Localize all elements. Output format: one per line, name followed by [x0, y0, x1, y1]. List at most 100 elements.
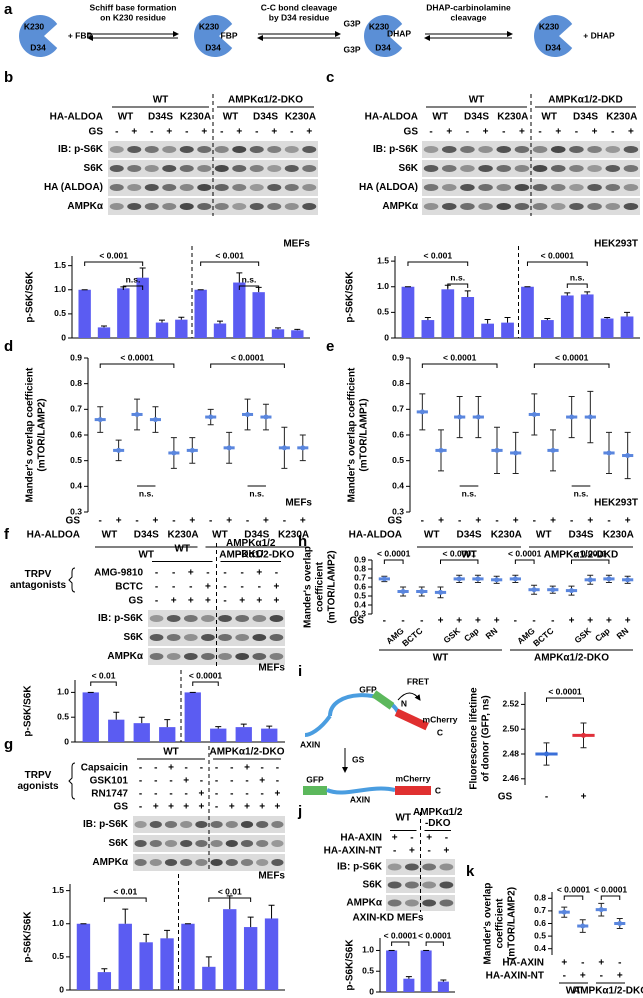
row-cell: +: [598, 958, 604, 969]
error-bar: [139, 267, 146, 278]
bar: [403, 978, 415, 992]
blot-band: [478, 146, 493, 153]
ligand: + FBP: [68, 30, 93, 40]
blot-band: [232, 165, 247, 172]
panel-letter: j: [297, 803, 302, 820]
blot-band: [240, 859, 254, 866]
blot-band: [127, 203, 142, 210]
bracket: [383, 559, 404, 564]
row-cell: -: [230, 789, 233, 800]
bar: [235, 727, 252, 742]
row-cell: +: [438, 616, 444, 627]
row-cell: -: [275, 568, 278, 579]
row-cell: -: [410, 833, 413, 844]
blot-band: [225, 840, 238, 847]
row-cell: D34S: [244, 530, 269, 541]
diagram-label: GFP: [306, 774, 324, 784]
blot-band: [256, 821, 269, 828]
residue: K230: [539, 21, 560, 31]
y-axis-label: p-S6K/S6K: [345, 939, 356, 991]
blot-band: [302, 165, 317, 172]
row-cell: -: [185, 763, 188, 774]
blot-band: [387, 881, 402, 889]
blot-band: [201, 615, 215, 622]
axin-n-domain: [394, 708, 429, 731]
row-cell: +: [201, 127, 207, 138]
blot-band: [478, 203, 493, 210]
blot-band: [256, 859, 269, 866]
bar: [136, 277, 149, 338]
x-axis-label: GS: [498, 792, 513, 803]
row-cell: -: [209, 516, 212, 527]
row-cell: -: [466, 127, 469, 138]
bar: [441, 289, 455, 338]
residue: D34: [30, 42, 46, 52]
mean-dot: [226, 445, 232, 451]
row-cell: +: [475, 616, 481, 627]
x-tick-label: +: [581, 792, 587, 803]
blot-band: [235, 634, 250, 641]
blot-band: [267, 146, 282, 153]
bracket: [391, 941, 410, 946]
row-cell: -: [532, 616, 535, 627]
blot-band: [271, 859, 284, 866]
panel-letter: h: [298, 533, 307, 550]
y-tick-label: 1.0: [57, 687, 69, 697]
row-cell: K230A: [497, 112, 528, 123]
row-label: HA-ALDOA: [349, 530, 402, 541]
blot-band: [197, 203, 212, 210]
brace: [68, 567, 76, 593]
blot-band: [218, 634, 232, 641]
blot-band: [423, 203, 439, 210]
gfp-domain: [303, 786, 327, 795]
step-label: Schiff base formation: [90, 2, 177, 12]
blot-band: [569, 146, 584, 153]
mean-dot: [531, 587, 537, 593]
bracket: [122, 285, 144, 290]
y-tick-label: 0.6: [354, 581, 366, 591]
row-cell: -: [135, 516, 138, 527]
step-label: C-C bond cleavage: [261, 2, 338, 12]
error-bar: [164, 929, 171, 939]
row-cell: -: [401, 616, 404, 627]
blot-band: [496, 184, 512, 191]
y-axis-label: p-S6K/S6K: [23, 685, 34, 737]
y-tick-label: 0.5: [362, 965, 374, 975]
mean-dot: [581, 732, 586, 738]
row-cell: WT: [536, 530, 552, 541]
blot-band: [623, 165, 639, 172]
blot-strip: [108, 160, 318, 177]
row-cell: +: [625, 516, 631, 527]
blot-band: [441, 184, 457, 191]
mean-dot: [300, 445, 306, 451]
blot-band: [532, 146, 548, 153]
row-cell: +: [131, 127, 137, 138]
mean-dot: [587, 414, 593, 420]
annotation: n.s.: [462, 488, 477, 498]
blot-label: AMPKα: [382, 201, 418, 212]
blot-band: [284, 146, 299, 153]
mean-dot: [561, 909, 567, 915]
row-cell: -: [200, 763, 203, 774]
blot-band: [587, 184, 602, 191]
error-bar: [122, 908, 129, 924]
bar: [213, 323, 227, 338]
bar: [181, 923, 195, 990]
row-cell: D34S: [456, 530, 481, 541]
error-bar: [275, 327, 281, 330]
error-bar: [215, 726, 222, 729]
mean-dot: [475, 576, 481, 582]
row-cell: +: [183, 802, 189, 813]
group-label: AMPKα1/2: [413, 807, 463, 818]
blot-band: [214, 165, 229, 172]
row-label: HA-AXIN: [502, 958, 544, 969]
row-cell: WT: [212, 530, 228, 541]
blot-label: IB: p-S6K: [337, 862, 383, 873]
row-cell: -: [139, 776, 142, 787]
diagram-label: C: [437, 727, 443, 737]
bracket: [210, 363, 285, 368]
blot-strip: [133, 835, 285, 852]
annotation: < 0.0001: [377, 548, 411, 558]
blot-band: [214, 146, 229, 153]
blot-band: [587, 165, 602, 172]
